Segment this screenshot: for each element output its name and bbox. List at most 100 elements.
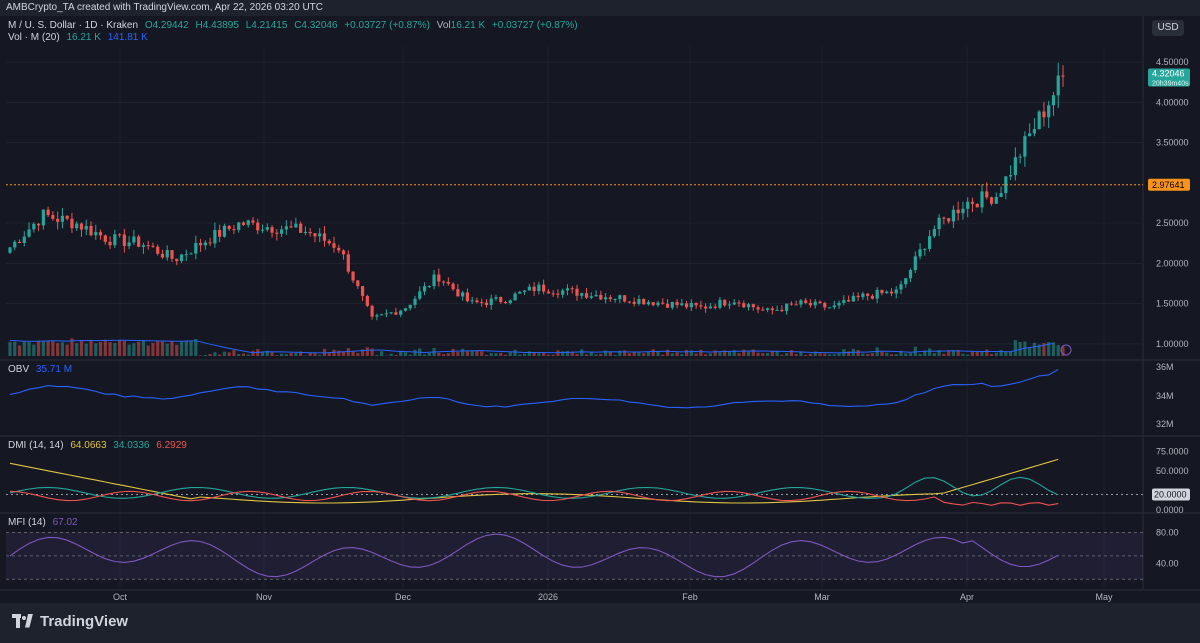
volume-bar — [589, 351, 593, 356]
volume-bar — [356, 353, 360, 356]
volume-bar — [608, 351, 612, 356]
candle-body — [299, 223, 303, 233]
obv-label: OBV — [8, 364, 30, 375]
candle-body — [975, 203, 979, 208]
volume-bar — [732, 350, 736, 356]
volume-legend-label[interactable]: Vol · M (20) — [8, 32, 60, 43]
volume-bar — [723, 350, 727, 356]
mfi-legend[interactable]: MFI (14) 67.02 — [8, 517, 82, 528]
volume-bar — [746, 351, 751, 356]
volume-bar — [923, 350, 927, 356]
volume-bar — [785, 353, 789, 356]
brand[interactable]: TradingView — [12, 613, 128, 630]
tradingview-logo-icon — [12, 613, 34, 630]
last-price-label: 4.32046 — [1152, 69, 1185, 79]
obv-line — [9, 369, 1059, 409]
dmi-plus-value: 34.0336 — [113, 440, 150, 451]
candle-body — [113, 234, 117, 246]
candle-body — [723, 299, 727, 306]
volume-bar — [151, 342, 155, 356]
candle-body — [637, 299, 641, 304]
candle-body — [408, 304, 412, 309]
candle-body — [1032, 129, 1037, 134]
volume-bar — [65, 344, 69, 356]
volume-bar — [861, 353, 865, 356]
dmi-legend[interactable]: DMI (14, 14) 64.0663 34.0336 6.2929 — [8, 440, 191, 451]
candle-body — [1056, 75, 1060, 96]
candle-body — [337, 247, 341, 251]
candle-body — [65, 215, 69, 219]
candle-body — [489, 298, 493, 305]
candle-body — [237, 222, 241, 230]
volume-bar — [623, 350, 627, 356]
volume-bar — [1023, 341, 1027, 356]
candle-body — [1037, 111, 1041, 130]
candle-body — [947, 218, 951, 222]
volume-bar — [651, 349, 655, 356]
candle-body — [470, 300, 474, 302]
volume-bar — [661, 354, 665, 356]
candle-body — [951, 209, 956, 222]
volume-bar — [542, 352, 546, 356]
volume-bar — [41, 341, 45, 356]
candle-body — [537, 284, 541, 292]
candle-body — [875, 289, 879, 299]
volume-bar — [980, 351, 984, 356]
volume-bar — [370, 348, 374, 356]
volume-bar — [227, 352, 231, 356]
dmi-label: DMI (14, 14) — [8, 440, 64, 451]
candle-body — [503, 302, 508, 304]
symbol-legend[interactable]: M / U. S. Dollar · 1D · Kraken O4.29442 … — [8, 20, 582, 31]
candle-body — [36, 223, 41, 226]
candle-body — [713, 306, 717, 308]
candle-body — [494, 297, 498, 299]
chart-canvas[interactable]: 4.50000 4.00000 3.50000 2.50000 2.00000 1.500… — [0, 0, 1200, 603]
candle-body — [465, 292, 470, 302]
volume-bar — [122, 340, 126, 356]
candle-body — [837, 302, 841, 306]
candle-body — [561, 290, 565, 295]
volume-bar — [899, 350, 903, 356]
volume-legend[interactable]: Vol · M (20) 16.21 K 141.81 K — [8, 32, 152, 43]
dmi-tick-label: 0.0000 — [1156, 505, 1184, 515]
level-label: 2.97641 — [1152, 180, 1185, 190]
candle-body — [341, 250, 346, 255]
candle-body — [208, 242, 212, 244]
candle-body — [684, 303, 689, 308]
volume-bar — [127, 344, 131, 356]
obv-legend[interactable]: OBV 35.71 M — [8, 364, 76, 375]
volume-bar — [775, 350, 779, 356]
currency-button[interactable]: USD — [1152, 20, 1184, 36]
countdown-label: 20h39m40s — [1152, 81, 1189, 88]
candle-body — [785, 303, 789, 312]
vol-label: Vol — [436, 20, 451, 31]
volume-bar — [727, 351, 732, 356]
candle-body — [823, 302, 827, 308]
candle-body — [137, 236, 141, 247]
volume-bar — [98, 341, 103, 356]
candle-body — [1028, 133, 1032, 137]
candle-body — [480, 302, 484, 304]
candle-body — [956, 209, 960, 214]
volume-bar — [742, 349, 746, 356]
volume-bar — [22, 341, 26, 356]
candle-body — [198, 242, 203, 246]
volume-bar — [537, 353, 541, 356]
volume-bar — [813, 351, 817, 356]
candle-body — [623, 295, 627, 302]
volume-bar — [1042, 343, 1046, 356]
candle-body — [989, 197, 994, 204]
volume-bar — [480, 351, 484, 356]
volume-bar — [465, 351, 470, 356]
volume-bar — [299, 351, 303, 356]
obv-tick-label: 32M — [1156, 419, 1174, 429]
volume-bar — [470, 350, 474, 356]
price-tick-label: 1.50000 — [1156, 299, 1189, 309]
candle-body — [356, 280, 360, 287]
dmi-level-label: 20.0000 — [1154, 489, 1187, 499]
volume-bar — [880, 351, 884, 356]
dmi-tick-label: 75.0000 — [1156, 447, 1189, 457]
symbol-title[interactable]: M / U. S. Dollar · 1D · Kraken — [8, 20, 139, 31]
volume-bar — [94, 343, 98, 356]
candle-body — [885, 291, 889, 294]
